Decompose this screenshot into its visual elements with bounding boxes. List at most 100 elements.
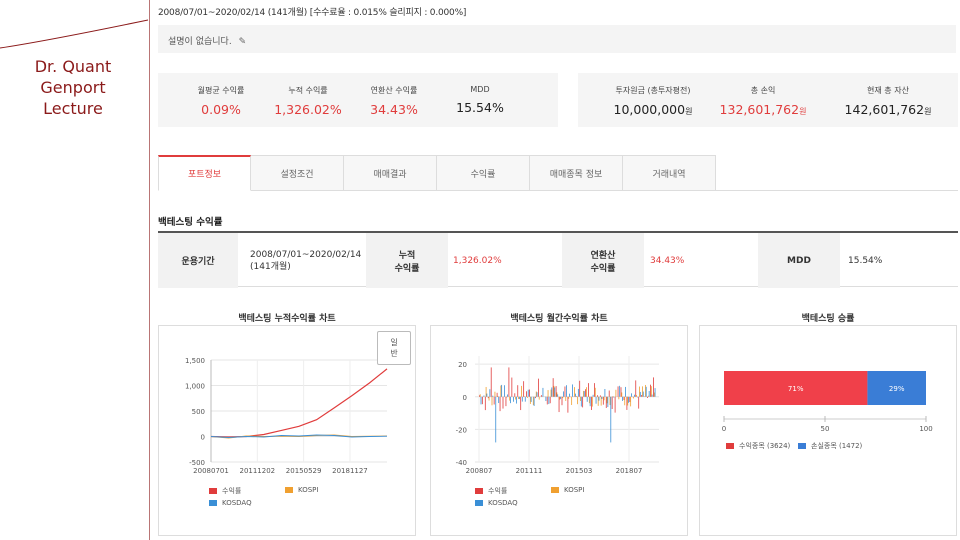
monthly-bar <box>628 396 629 403</box>
monthly-bar <box>600 396 602 406</box>
monthly-bar <box>645 386 647 397</box>
monthly-bar <box>614 396 616 413</box>
monthly-bar <box>536 392 538 397</box>
x-tick-label: 201111 <box>516 467 543 475</box>
monthly-bar <box>516 396 517 404</box>
monthly-bar <box>591 396 593 407</box>
monthly-bar <box>577 388 579 397</box>
legend-loss-stocks[interactable]: 손실종목 (1472) <box>798 441 862 451</box>
stat-value: 142,601,762원 <box>844 102 932 117</box>
monthly-bar <box>575 393 576 397</box>
stat-value: 10,000,000원 <box>613 102 693 117</box>
monthly-bar <box>574 387 575 397</box>
legend-returns[interactable]: 수익률 <box>209 486 241 496</box>
stat-monthly-avg: 월평균 수익률 0.09% <box>171 73 271 117</box>
stat-mdd: MDD 15.54% <box>430 73 530 115</box>
tab-bar: 포트정보 설정조건 매매결과 수익률 매매종목 정보 거래내역 <box>158 155 716 191</box>
monthly-bar <box>608 390 610 397</box>
monthly-bar <box>586 396 588 402</box>
cumulative-label: 누적 수익률 <box>366 233 448 288</box>
x-tick-label: 20181127 <box>332 467 368 475</box>
x-tick-label: 50 <box>821 425 830 433</box>
winrate-chart-title: 백테스팅 승률 <box>801 314 855 324</box>
monthly-bar <box>492 395 494 397</box>
monthly-bar <box>491 396 493 406</box>
monthly-bar <box>557 394 559 397</box>
monthly-bar <box>511 377 513 397</box>
description-box: 설명이 없습니다. ✎ <box>158 25 956 53</box>
monthly-bar <box>481 396 483 405</box>
monthly-bar <box>638 396 640 409</box>
monthly-bar <box>558 396 560 413</box>
monthly-bar <box>595 396 597 404</box>
monthly-bar <box>627 396 629 406</box>
monthly-bar <box>535 391 537 397</box>
monthly-bar <box>529 396 531 404</box>
monthly-bar <box>623 396 625 401</box>
monthly-bar <box>508 367 510 397</box>
tab-stock-info[interactable]: 매매종목 정보 <box>530 155 623 191</box>
tab-port-info[interactable]: 포트정보 <box>158 155 251 191</box>
lecture-decoration <box>0 0 150 540</box>
monthly-bar <box>636 394 637 397</box>
main-content: 2008/07/01~2020/02/14 (141개월) [수수료율 : 0.… <box>158 0 960 540</box>
summary-table: 운용기간 2008/07/01~2020/02/14 (141개월) 누적 수익률 … <box>158 231 958 288</box>
y-tick-label: 20 <box>458 361 467 369</box>
stat-value: 0.09% <box>201 102 241 117</box>
stat-label: 연환산 수익률 <box>370 86 418 95</box>
monthly-bar <box>580 396 581 402</box>
monthly-bar <box>569 393 570 397</box>
tab-settings[interactable]: 설정조건 <box>251 155 344 191</box>
monthly-bar <box>483 395 485 397</box>
y-tick-label: 0 <box>201 434 205 442</box>
monthly-bar <box>493 396 495 405</box>
monthly-bar <box>568 396 570 399</box>
monthly-bar <box>535 396 536 399</box>
tab-transactions[interactable]: 거래내역 <box>623 155 716 191</box>
monthly-bar <box>602 396 604 405</box>
pencil-icon[interactable]: ✎ <box>238 37 247 47</box>
monthly-bar <box>495 396 497 443</box>
legend-kospi[interactable]: KOSPI <box>551 486 584 494</box>
monthly-bar <box>521 385 522 397</box>
monthly-bar <box>588 396 590 404</box>
stat-value: 34.43% <box>370 102 418 117</box>
monthly-bar <box>617 386 619 397</box>
legend-kosdaq[interactable]: KOSDAQ <box>475 499 518 507</box>
monthly-bar <box>479 394 481 397</box>
stat-total-assets: 현재 총 자산 142,601,762원 <box>828 73 948 117</box>
monthly-bar <box>485 386 487 397</box>
monthly-bar <box>546 396 548 405</box>
monthly-bar <box>533 396 535 406</box>
chart-mode-button[interactable]: 일 반 <box>377 331 411 365</box>
monthly-bar <box>549 396 551 404</box>
monthly-bar <box>497 395 499 397</box>
monthly-bar <box>554 387 556 397</box>
legend-kosdaq[interactable]: KOSDAQ <box>209 499 252 507</box>
tab-trade-results[interactable]: 매매결과 <box>344 155 437 191</box>
monthly-bar <box>527 389 529 397</box>
monthly-bar <box>613 396 615 398</box>
stat-label: 누적 수익률 <box>288 86 328 95</box>
tab-returns[interactable]: 수익률 <box>437 155 530 191</box>
legend-returns[interactable]: 수익률 <box>475 486 507 496</box>
legend-kospi[interactable]: KOSPI <box>285 486 318 494</box>
monthly-bar <box>542 387 544 397</box>
monthly-bar <box>500 385 502 397</box>
monthly-bar <box>650 384 651 397</box>
monthly-bar <box>642 386 643 397</box>
monthly-bar <box>547 390 549 397</box>
monthly-bar <box>598 396 600 401</box>
monthly-bar <box>479 395 480 397</box>
monthly-bar <box>645 384 646 397</box>
legend-profit-stocks[interactable]: 수익종목 (3624) <box>726 441 790 451</box>
monthly-bar <box>553 385 555 397</box>
monthly-bar <box>589 396 591 407</box>
monthly-bar <box>634 394 635 397</box>
stat-label: 투자원금 (총투자평전) <box>615 86 691 95</box>
loss-bar <box>867 371 926 405</box>
monthly-bar <box>639 386 640 397</box>
monthly-bar <box>552 378 554 397</box>
monthly-chart: 20 0 -20 -40 200807 201111 201503 201807 수익률 KO… <box>430 325 688 536</box>
monthly-bar <box>607 396 609 408</box>
